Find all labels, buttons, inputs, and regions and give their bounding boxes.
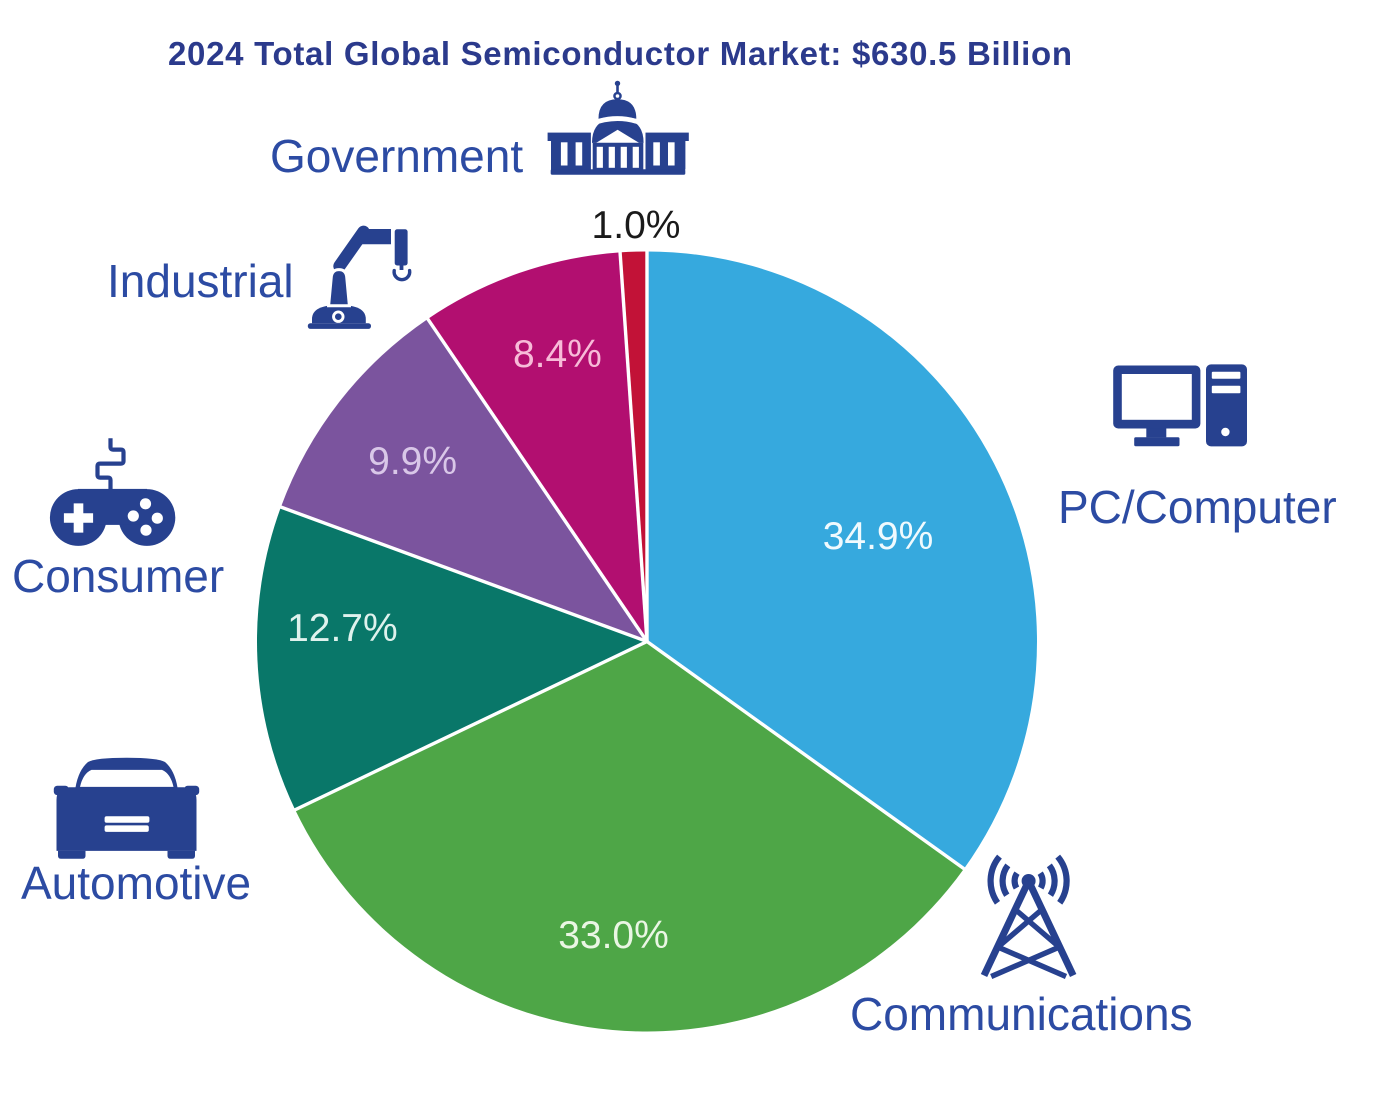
svg-text:8.4%: 8.4% xyxy=(513,333,602,376)
svg-text:PC/Computer: PC/Computer xyxy=(1058,481,1337,533)
svg-text:1.0%: 1.0% xyxy=(592,204,681,247)
svg-text:34.9%: 34.9% xyxy=(823,515,934,558)
svg-text:Communications: Communications xyxy=(850,988,1193,1040)
svg-text:33.0%: 33.0% xyxy=(558,914,669,957)
svg-text:Industrial: Industrial xyxy=(107,255,294,307)
svg-text:Automotive: Automotive xyxy=(21,857,251,909)
svg-text:9.9%: 9.9% xyxy=(368,440,457,483)
svg-text:12.7%: 12.7% xyxy=(287,607,398,650)
svg-text:2024 Total Global Semiconducto: 2024 Total Global Semiconductor Market: … xyxy=(168,35,1072,72)
svg-text:Consumer: Consumer xyxy=(12,550,224,602)
svg-text:Government: Government xyxy=(270,130,523,182)
